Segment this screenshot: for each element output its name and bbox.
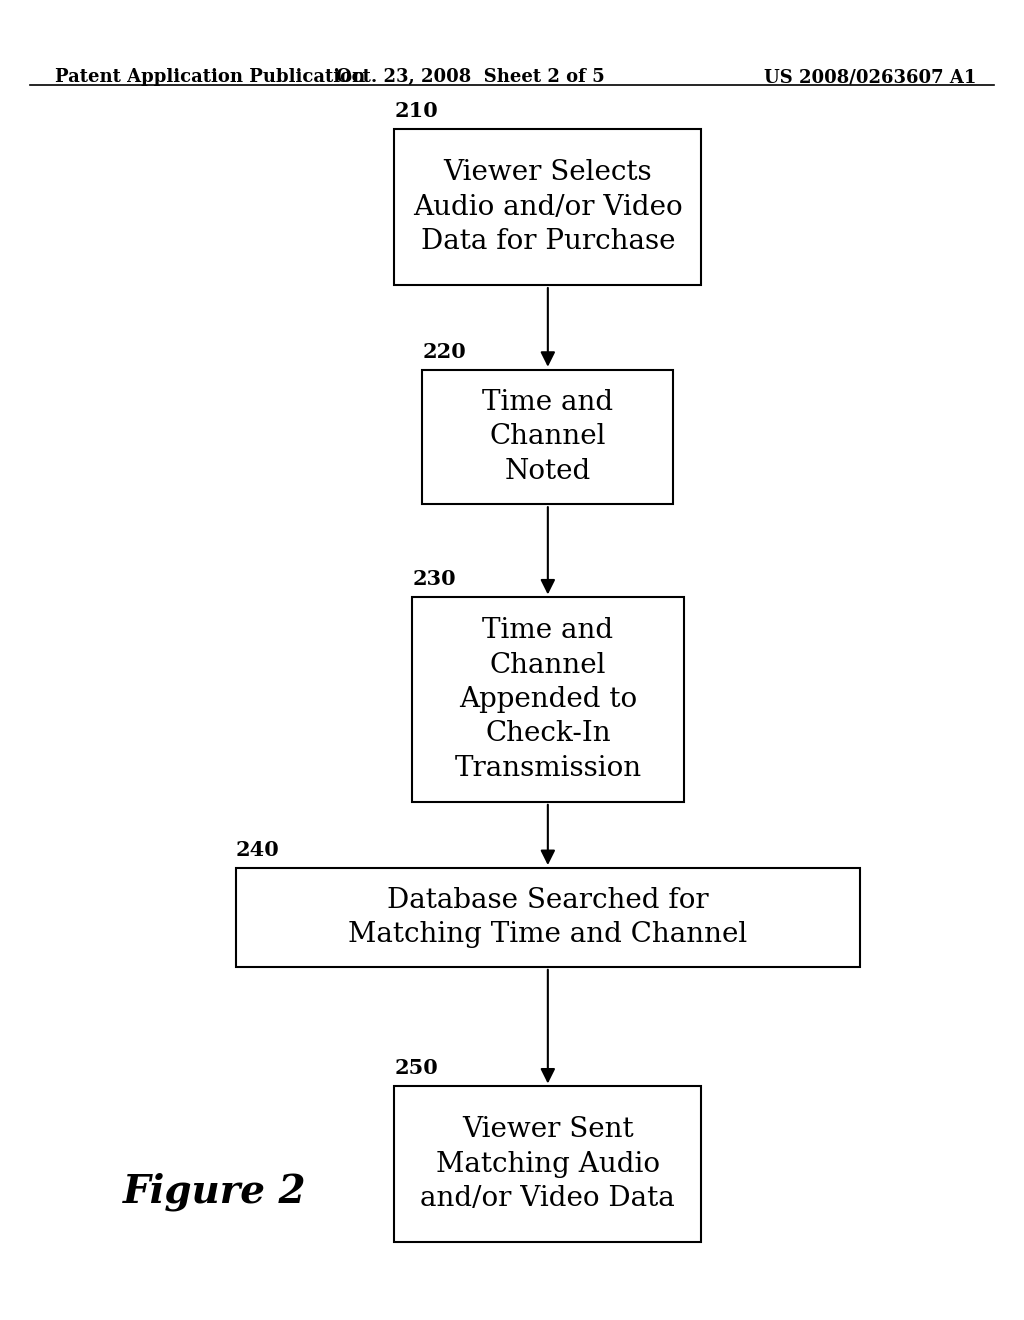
Bar — [394, 129, 701, 285]
Text: 250: 250 — [394, 1059, 438, 1078]
Text: Patent Application Publication: Patent Application Publication — [55, 69, 366, 86]
Text: 230: 230 — [412, 569, 456, 589]
Text: Time and
Channel
Noted: Time and Channel Noted — [482, 389, 613, 484]
Bar — [423, 370, 674, 504]
Text: 220: 220 — [423, 342, 466, 362]
Bar — [394, 1086, 701, 1242]
Text: Figure 2: Figure 2 — [123, 1172, 307, 1212]
Bar — [412, 597, 684, 801]
Text: Time and
Channel
Appended to
Check-In
Transmission: Time and Channel Appended to Check-In Tr… — [455, 618, 641, 781]
Text: 240: 240 — [236, 840, 280, 859]
Text: 210: 210 — [394, 102, 438, 121]
Text: Oct. 23, 2008  Sheet 2 of 5: Oct. 23, 2008 Sheet 2 of 5 — [336, 69, 604, 86]
Text: Viewer Selects
Audio and/or Video
Data for Purchase: Viewer Selects Audio and/or Video Data f… — [413, 160, 683, 255]
Text: US 2008/0263607 A1: US 2008/0263607 A1 — [764, 69, 976, 86]
Bar — [236, 869, 860, 966]
Text: Viewer Sent
Matching Audio
and/or Video Data: Viewer Sent Matching Audio and/or Video … — [421, 1117, 675, 1212]
Text: Database Searched for
Matching Time and Channel: Database Searched for Matching Time and … — [348, 887, 748, 948]
